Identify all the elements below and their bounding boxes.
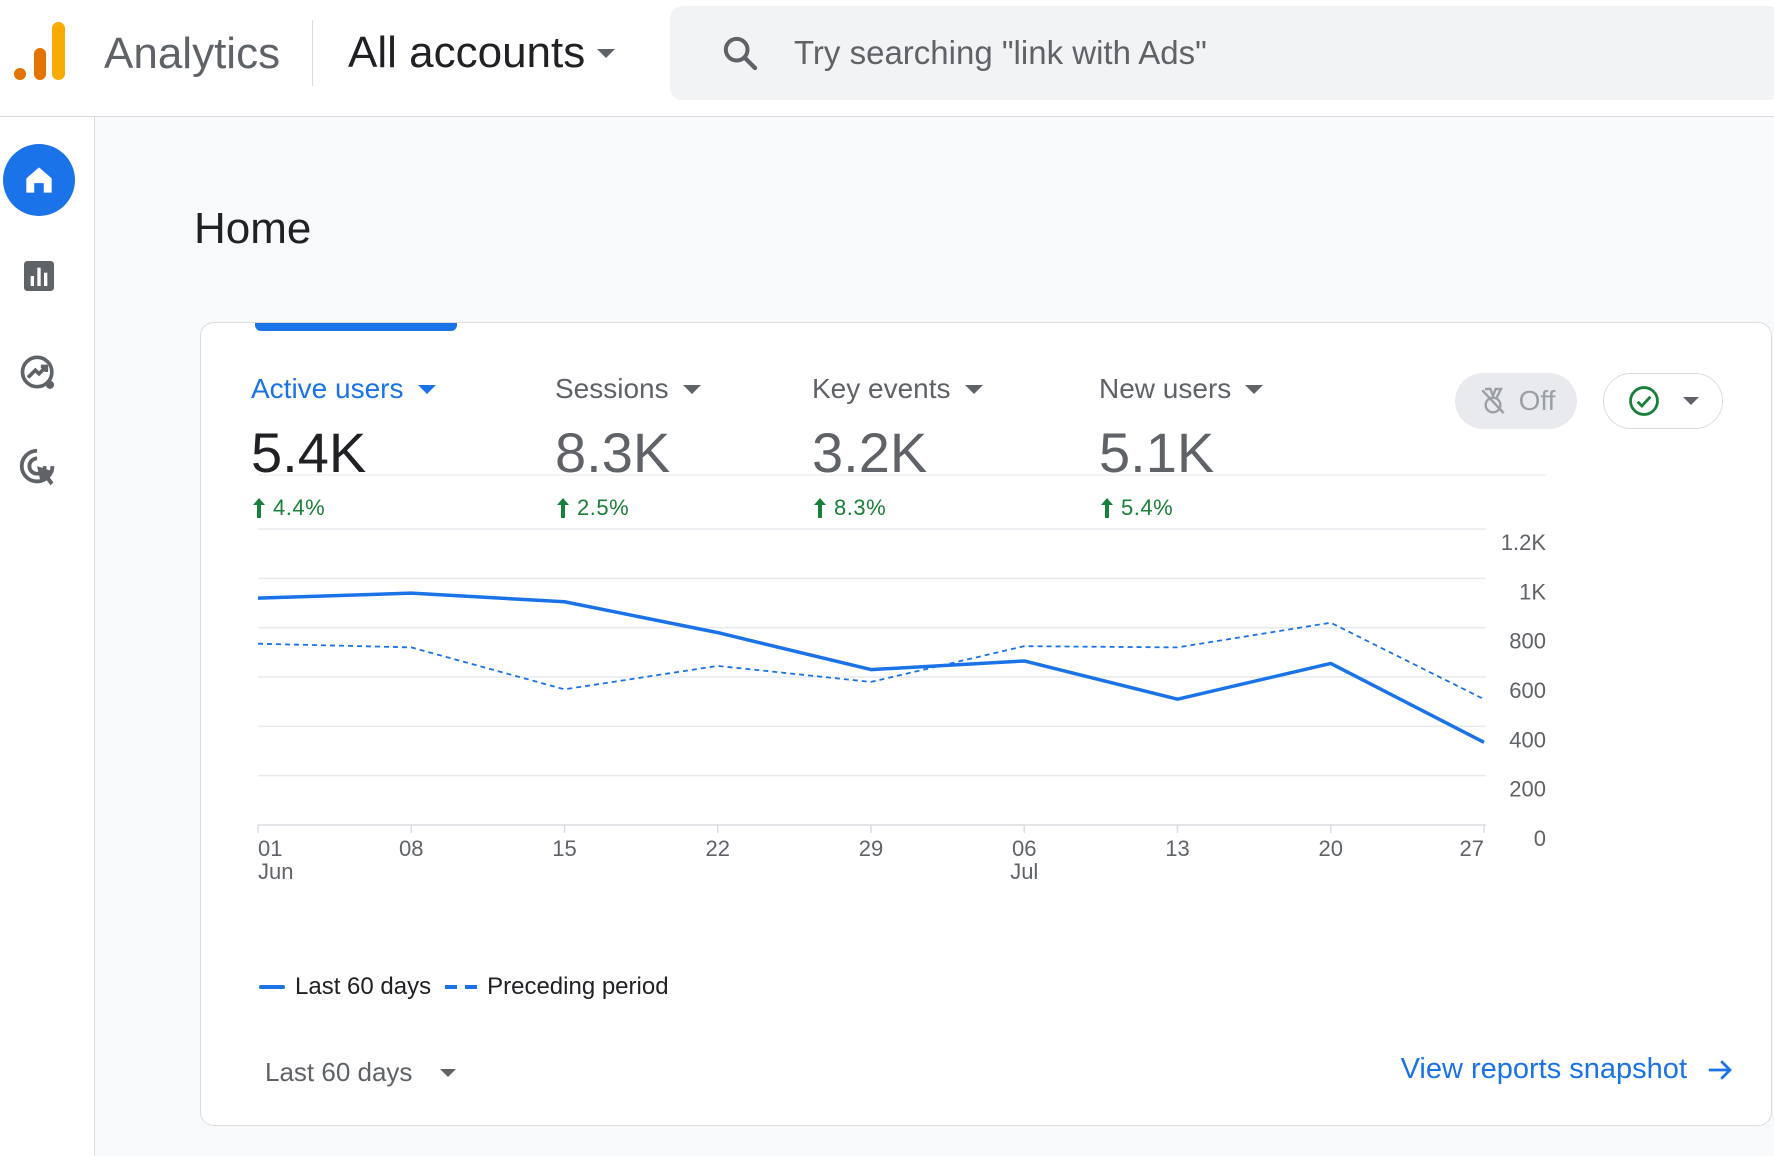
legend-preceding-period: Preceding period [487,973,669,1000]
metric-change: 8.3% [812,495,983,521]
series-preceding-period-line [257,621,1485,701]
x-tick-label: Jul [1010,859,1038,884]
app-name: Analytics [104,29,281,78]
y-tick-label: 400 [1509,727,1546,752]
metric-label-dropdown[interactable]: Active users [251,369,436,409]
metric-change-value: 2.5% [577,495,630,520]
view-reports-snapshot-link[interactable]: View reports snapshot [1401,1053,1735,1086]
top-bar: Analytics All accounts [0,0,1774,117]
y-tick-label: 800 [1509,629,1546,654]
legend-dashed-swatch [445,985,478,989]
metric-change-value: 4.4% [273,495,326,520]
metric-value: 8.3K [555,421,671,484]
metric-label: Sessions [555,373,669,404]
explore-icon [20,355,55,389]
legend-solid-swatch [259,985,285,989]
metric-sessions[interactable]: Sessions 8.3K 2.5% [555,369,701,521]
x-tick-label: Jun [258,859,293,884]
advertising-icon [19,448,55,486]
y-tick-label: 600 [1509,678,1546,703]
metric-label: Active users [251,373,404,404]
metric-label: New users [1099,373,1232,404]
analytics-logo-icon [14,22,65,80]
x-tick-label: 20 [1319,836,1343,861]
x-tick-label: 08 [399,836,423,861]
metric-value: 5.1K [1099,421,1215,484]
x-tick-label: 01 [258,836,282,861]
chevron-down-icon [417,384,436,394]
y-tick-label: 0 [1534,826,1546,851]
chevron-down-icon [682,384,701,394]
medal-icon [1481,387,1505,414]
x-tick-label: 27 [1460,836,1484,861]
reports-icon [24,261,54,291]
home-icon [26,167,52,193]
check-circle-icon [1629,386,1659,416]
left-nav [0,117,95,1156]
account-selector[interactable]: All accounts [348,26,616,80]
metric-active-users[interactable]: Active users 5.4K 4.4% [251,369,436,521]
metric-label-dropdown[interactable]: Sessions [555,369,701,409]
arrow-right-icon [1708,1059,1732,1080]
metric-label-dropdown[interactable]: Key events [812,369,983,409]
y-tick-label: 200 [1509,777,1546,802]
arrow-up-icon [1101,498,1113,518]
x-tick-label: 22 [706,836,730,861]
page-title: Home [194,204,312,253]
chevron-down-icon [1245,384,1264,394]
metric-change: 5.4% [1099,495,1263,521]
chevron-down-icon [964,384,983,394]
y-tick-label: 1.2K [1501,530,1547,555]
toggle-off-label: Off [1518,385,1556,416]
view-reports-snapshot-label: View reports snapshot [1400,1053,1687,1085]
arrow-up-icon [814,498,826,518]
x-tick-label: 15 [552,836,576,861]
arrow-up-icon [253,498,265,518]
nav-advertising[interactable] [3,432,75,504]
nav-home[interactable] [3,144,75,216]
date-range-dropdown[interactable]: Last 60 days [265,1057,457,1088]
search-icon [723,36,758,71]
metric-change-value: 5.4% [1121,495,1174,520]
chevron-down-icon [1683,397,1699,405]
y-tick-label: 1K [1519,579,1546,604]
date-range-label: Last 60 days [265,1057,413,1087]
nav-explore[interactable] [3,336,75,408]
header-divider [312,20,313,86]
series-last-60-days-line [257,591,1485,744]
metric-label: Key events [812,373,951,404]
account-label: All accounts [348,28,586,77]
metric-value: 5.4K [251,421,367,484]
chevron-down-icon [440,1068,457,1077]
metric-key-events[interactable]: Key events 3.2K 8.3% [812,369,983,521]
chevron-down-icon [597,48,616,58]
active-metric-indicator [255,323,457,331]
chart-legend: Last 60 days Preceding period [259,973,669,1001]
metric-change: 4.4% [251,495,436,521]
arrow-up-icon [557,498,569,518]
x-tick-label: 13 [1165,836,1189,861]
insights-toggle-off[interactable]: Off [1455,373,1577,429]
metric-change: 2.5% [555,495,701,521]
metric-change-value: 8.3% [834,495,887,520]
search-input[interactable] [792,33,1696,73]
nav-reports[interactable] [3,240,75,312]
data-quality-dropdown[interactable] [1603,373,1723,429]
overview-card: Active users 5.4K 4.4% Sessions 8.3K 2.5… [200,322,1772,1126]
legend-last-60-days: Last 60 days [295,973,432,1000]
metric-label-dropdown[interactable]: New users [1099,369,1264,409]
metric-new-users[interactable]: New users 5.1K 5.4% [1099,369,1264,521]
x-tick-label: 29 [859,836,883,861]
metric-value: 3.2K [812,421,928,484]
search-bar[interactable] [670,6,1774,100]
x-tick-label: 06 [1012,836,1036,861]
